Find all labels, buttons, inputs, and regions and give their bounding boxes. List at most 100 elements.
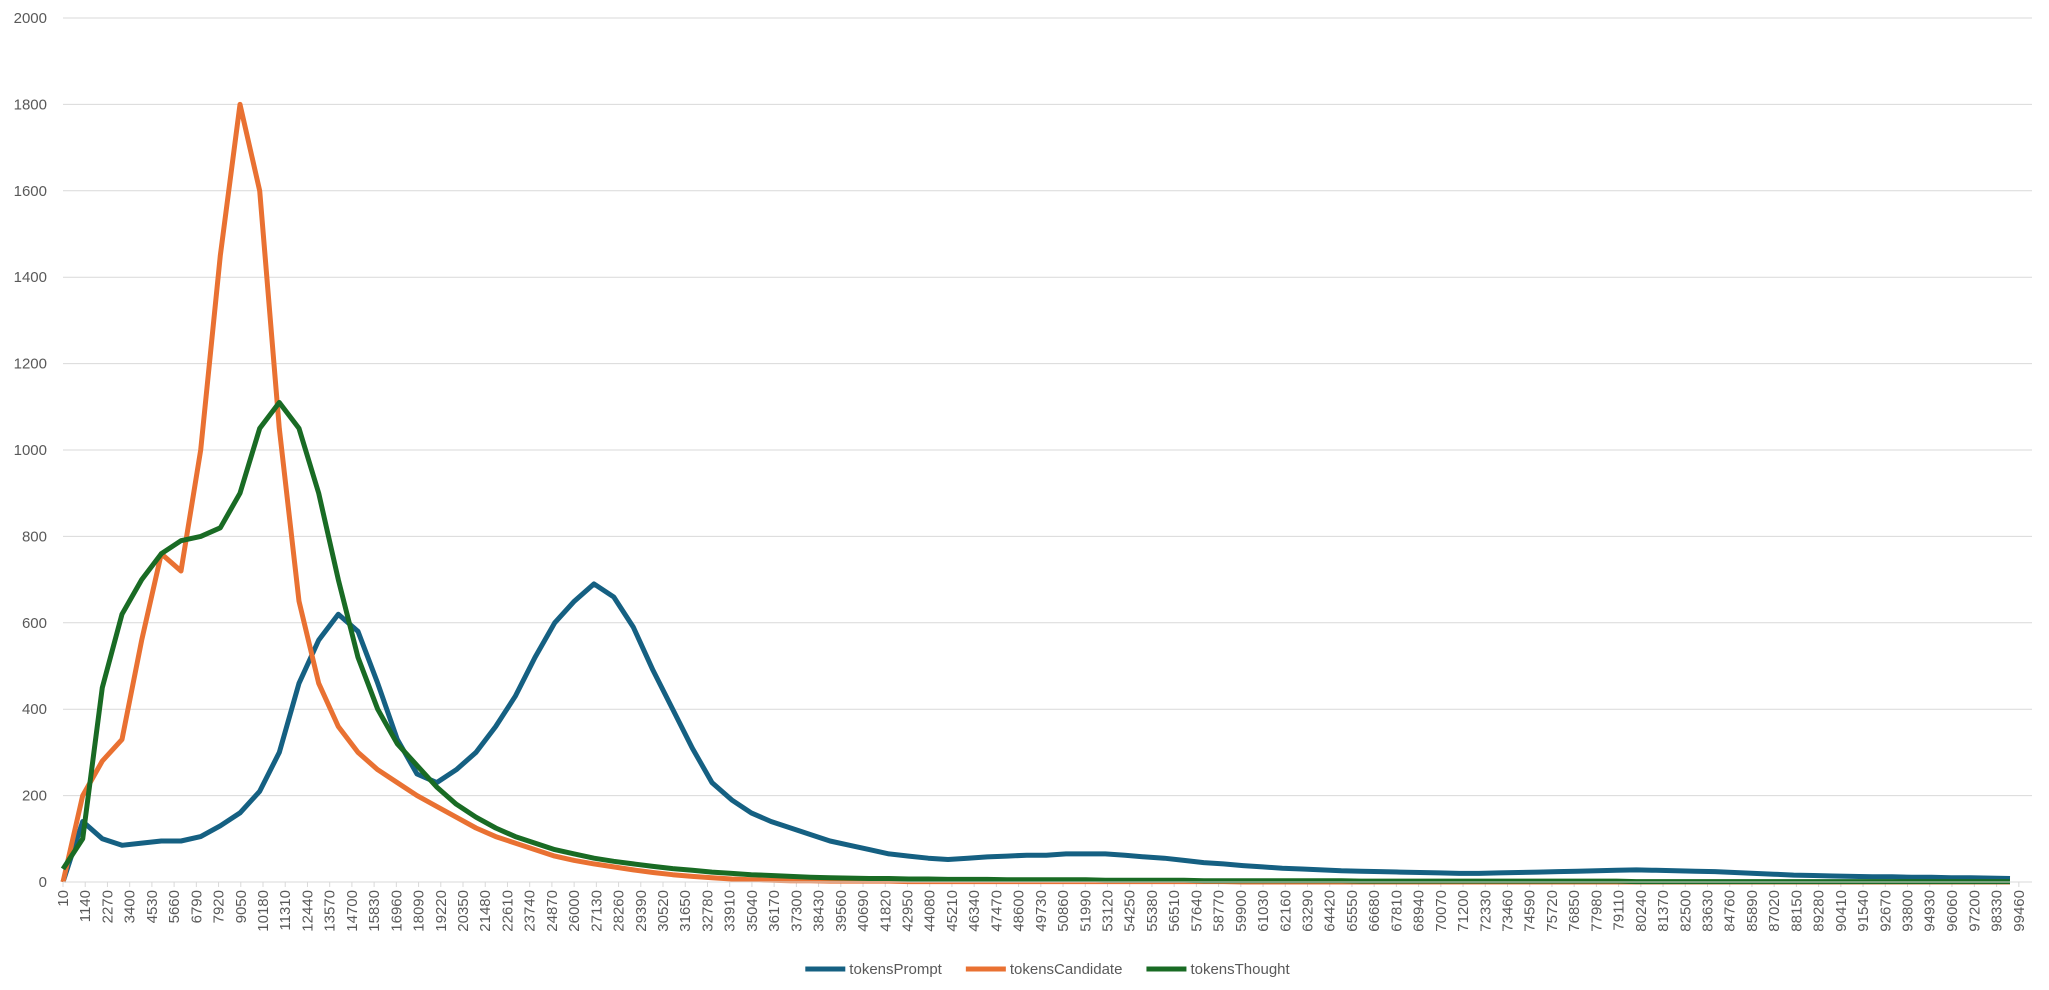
x-tick-label: 62160 <box>1277 890 1294 932</box>
x-tick-label: 94930 <box>1922 890 1939 932</box>
x-tick-label: 89280 <box>1811 890 1828 932</box>
x-tick-label: 39560 <box>833 890 850 932</box>
x-tick-label: 74590 <box>1522 890 1539 932</box>
x-tick-label: 66680 <box>1366 890 1383 932</box>
x-tick-label: 13570 <box>322 890 339 932</box>
x-tick-label: 5660 <box>166 890 183 923</box>
x-tick-label: 27130 <box>588 890 605 932</box>
x-tick-label: 59900 <box>1233 890 1250 932</box>
x-tick-label: 45210 <box>944 890 961 932</box>
x-tick-label: 32780 <box>699 890 716 932</box>
x-tick-label: 31650 <box>677 890 694 932</box>
x-tick-label: 92670 <box>1877 890 1894 932</box>
x-tick-label: 11310 <box>277 890 294 931</box>
x-tick-label: 91540 <box>1855 890 1872 932</box>
x-tick-label: 58770 <box>1211 890 1228 932</box>
y-tick-label: 0 <box>39 874 47 891</box>
x-tick-label: 15830 <box>366 890 383 932</box>
x-tick-label: 36170 <box>766 890 783 932</box>
x-tick-label: 42950 <box>899 890 916 932</box>
x-tick-label: 33910 <box>722 890 739 932</box>
x-tick-label: 83630 <box>1700 890 1717 932</box>
x-tick-label: 4530 <box>144 890 161 923</box>
x-tick-label: 81370 <box>1655 890 1672 932</box>
x-tick-label: 6790 <box>188 890 205 923</box>
x-tick-label: 72330 <box>1477 890 1494 932</box>
x-tick-label: 49730 <box>1033 890 1050 932</box>
x-tick-label: 23740 <box>522 890 539 932</box>
x-tick-label: 9050 <box>233 890 250 923</box>
x-tick-label: 57640 <box>1188 890 1205 932</box>
x-tick-label: 10 <box>55 890 72 907</box>
x-tick-label: 46340 <box>966 890 983 932</box>
x-tick-label: 55380 <box>1144 890 1161 932</box>
y-tick-label: 1800 <box>14 96 47 113</box>
x-tick-label: 44080 <box>922 890 939 932</box>
x-tick-label: 38430 <box>811 890 828 932</box>
series-line <box>60 400 2010 885</box>
x-tick-label: 21480 <box>477 890 494 932</box>
x-tick-label: 19220 <box>433 890 450 932</box>
legend: tokensPrompt tokensCandidate tokensThought <box>805 961 1291 978</box>
y-tick-label: 600 <box>22 615 47 632</box>
x-tick-label: 56510 <box>1166 890 1183 932</box>
x-tick-label: 53120 <box>1099 890 1116 932</box>
x-tick-label: 29390 <box>633 890 650 932</box>
x-tick-label: 2270 <box>99 890 116 923</box>
legend-label: tokensThought <box>1190 961 1290 978</box>
x-tick-label: 47470 <box>988 890 1005 932</box>
x-tick-label: 37300 <box>788 890 805 932</box>
x-tick-label: 71200 <box>1455 890 1472 932</box>
x-tick-label: 76850 <box>1566 890 1583 932</box>
x-tick-label: 50860 <box>1055 890 1072 932</box>
x-tick-label: 51990 <box>1077 890 1094 932</box>
x-tick-label: 16960 <box>388 890 405 932</box>
x-tick-label: 28260 <box>611 890 628 932</box>
y-tick-label: 2000 <box>14 10 47 27</box>
y-tick-label: 1200 <box>14 356 47 373</box>
x-tick-label: 18090 <box>411 890 428 932</box>
y-tick-label: 1000 <box>14 442 47 459</box>
y-tick-label: 1600 <box>14 183 47 200</box>
x-tick-label: 1140 <box>77 890 94 922</box>
x-tick-label: 77980 <box>1588 890 1605 932</box>
x-tick-label: 97200 <box>1966 890 1983 932</box>
x-tick-label: 10180 <box>255 890 272 932</box>
x-tick-label: 93800 <box>1900 890 1917 932</box>
legend-label: tokensPrompt <box>849 961 942 978</box>
x-tick-label: 24870 <box>544 890 561 932</box>
series-line <box>60 581 2011 883</box>
x-tick-label: 67810 <box>1388 890 1405 932</box>
x-tick-label: 79110 <box>1611 890 1628 931</box>
x-tick-label: 30520 <box>655 890 672 932</box>
x-tick-label: 87020 <box>1766 890 1783 932</box>
x-tick-label: 98330 <box>1989 890 2006 932</box>
x-tick-label: 75720 <box>1544 890 1561 932</box>
x-tick-label: 96060 <box>1944 890 1961 932</box>
x-tick-label: 54250 <box>1122 890 1139 932</box>
x-tick-label: 12440 <box>299 890 316 932</box>
x-tick-label: 7920 <box>211 890 228 923</box>
x-tick-label: 41820 <box>877 890 894 932</box>
x-tick-label: 48600 <box>1011 890 1028 932</box>
x-tick-label: 70070 <box>1433 890 1450 932</box>
x-tick-label: 20350 <box>455 890 472 932</box>
x-tick-label: 85890 <box>1744 890 1761 932</box>
x-tick-label: 84760 <box>1722 890 1739 932</box>
x-tick-label: 99460 <box>2011 890 2028 932</box>
x-tick-label: 40690 <box>855 890 872 932</box>
x-tick-label: 73460 <box>1499 890 1516 932</box>
x-tick-label: 64420 <box>1322 890 1339 932</box>
series-line <box>60 101 2010 885</box>
legend-label: tokensCandidate <box>1010 961 1123 978</box>
x-tick-label: 35040 <box>744 890 761 932</box>
x-tick-label: 90410 <box>1833 890 1850 932</box>
x-tick-label: 68940 <box>1411 890 1428 932</box>
x-tick-label: 14700 <box>344 890 361 932</box>
x-tick-label: 3400 <box>122 890 139 923</box>
x-tick-label: 88150 <box>1788 890 1805 932</box>
x-tick-label: 22610 <box>499 890 516 932</box>
x-tick-label: 61030 <box>1255 890 1272 932</box>
x-tick-label: 80240 <box>1633 890 1650 932</box>
